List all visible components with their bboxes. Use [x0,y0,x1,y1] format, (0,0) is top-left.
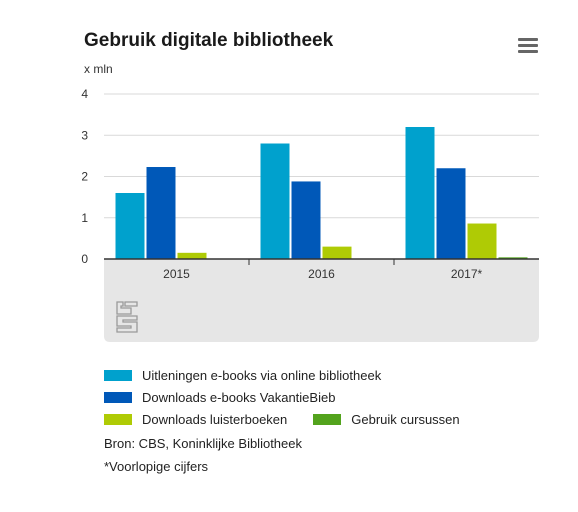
hamburger-menu-icon[interactable] [518,38,538,56]
y-tick-label: 4 [81,87,88,101]
bar-chart: 0 1 2 3 4 2015 2016 2017* [81,87,539,342]
source-text: Bron: CBS, Koninklijke Bibliotheek [104,436,302,451]
chart-legend: Uitleningen e-books via online bibliothe… [104,364,486,430]
legend-item-vakantiebieb[interactable]: Downloads e-books VakantieBieb [104,390,335,405]
bar [177,252,207,259]
x-tick-label: 2015 [163,267,190,281]
bar [405,127,435,259]
bar [115,193,145,259]
legend-swatch [104,413,132,425]
y-tick-label: 0 [81,252,88,266]
legend-swatch [104,391,132,403]
legend-swatch [313,413,342,425]
y-tick-label: 2 [81,170,88,184]
legend-label: Gebruik cursussen [351,411,460,427]
bar [467,223,497,259]
bar [146,167,176,259]
legend-label: Uitleningen e-books via online bibliothe… [142,367,382,383]
y-axis-unit-label: x mln [84,62,113,76]
bar [322,246,352,259]
y-tick-label: 1 [81,211,88,225]
cbs-logo-icon [116,301,138,333]
bar [260,143,290,259]
legend-label: Downloads e-books VakantieBieb [142,389,336,405]
bar [498,257,528,259]
footnote-text: *Voorlopige cijfers [104,459,209,474]
x-tick-label: 2016 [308,267,335,281]
y-tick-label: 3 [81,128,88,142]
x-tick-label: 2017* [451,267,483,281]
chart-title: Gebruik digitale bibliotheek [84,30,334,51]
x-axis-panel [104,259,539,342]
legend-label: Downloads luisterboeken [142,411,288,427]
bar [291,181,321,259]
legend-item-uitleningen[interactable]: Uitleningen e-books via online bibliothe… [104,368,381,383]
legend-swatch [104,369,132,381]
legend-item-cursussen[interactable]: Gebruik cursussen [313,411,460,427]
bar [436,168,466,259]
legend-item-luisterboeken[interactable]: Downloads luisterboeken [104,412,287,427]
